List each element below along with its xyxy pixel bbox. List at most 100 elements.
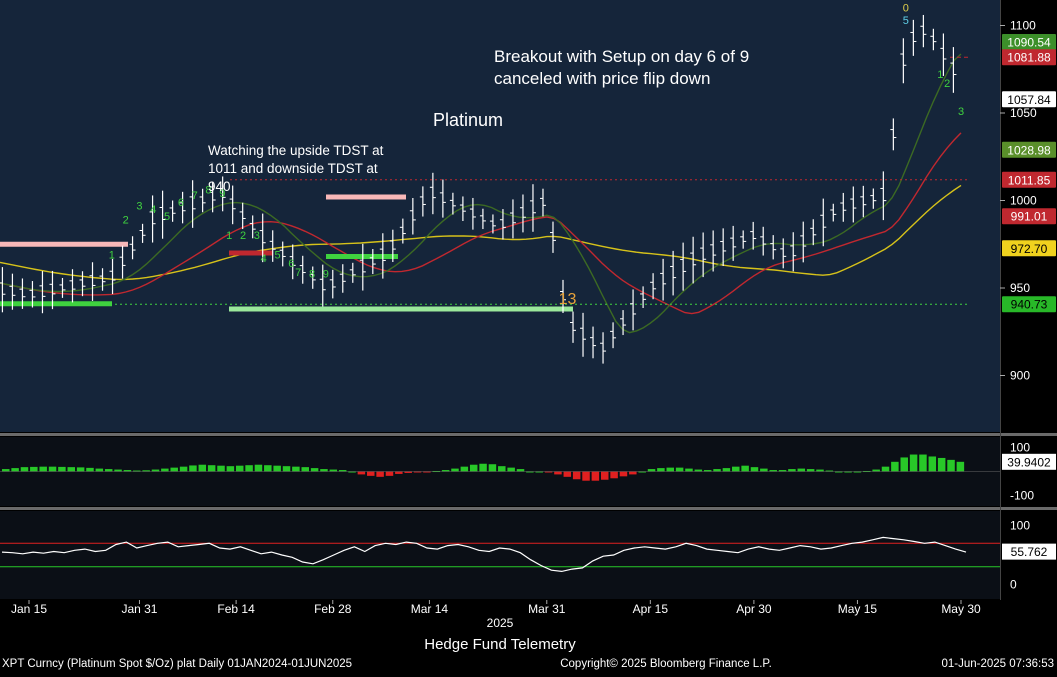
momentum-bar bbox=[58, 466, 66, 472]
rsi-line bbox=[1, 536, 967, 573]
momentum-bar bbox=[329, 469, 338, 472]
momentum-bar bbox=[441, 470, 450, 472]
td-count-label: 5 bbox=[164, 211, 170, 223]
momentum-bar bbox=[825, 470, 834, 472]
chart-title: Platinum bbox=[433, 110, 503, 130]
momentum-bar bbox=[853, 471, 862, 473]
td-count-label: 2 bbox=[123, 214, 129, 226]
last-value-badge bbox=[1002, 141, 1056, 158]
momentum-bar bbox=[685, 468, 693, 472]
tdst-note-line1: Watching the upside TDST at bbox=[208, 143, 384, 158]
momentum-bar bbox=[713, 469, 721, 472]
momentum-bar bbox=[563, 471, 572, 477]
ma-short-line bbox=[0, 53, 962, 334]
price-tick-label: 900 bbox=[1010, 369, 1030, 383]
momentum-bar bbox=[956, 461, 965, 472]
momentum-bar bbox=[554, 471, 562, 475]
td-count-label: 9 bbox=[323, 269, 329, 281]
momentum-bar bbox=[657, 468, 665, 472]
momentum-bar bbox=[264, 465, 272, 472]
last-value-badge bbox=[1002, 208, 1056, 225]
momentum-bar bbox=[732, 466, 740, 472]
momentum-bar bbox=[816, 469, 824, 472]
momentum-bar bbox=[207, 465, 216, 472]
momentum-bar bbox=[133, 470, 141, 472]
momentum-bar bbox=[750, 467, 759, 472]
td-count-label: 5 bbox=[274, 249, 280, 261]
td-count-label: 4 bbox=[261, 253, 267, 265]
momentum-bar bbox=[161, 468, 169, 472]
ma-long-line bbox=[0, 184, 962, 281]
momentum-bar bbox=[86, 467, 94, 472]
last-value-text: 1081.88 bbox=[1007, 51, 1051, 65]
momentum-bar bbox=[610, 471, 618, 479]
price-tick-label: 1000 bbox=[1010, 194, 1037, 208]
momentum-bar bbox=[891, 461, 899, 472]
momentum-bar bbox=[619, 471, 628, 477]
tdst-note-line3: 940 bbox=[208, 179, 231, 194]
osc-value-badge bbox=[1002, 453, 1056, 470]
footer-copyright: Copyright© 2025 Bloomberg Finance L.P. bbox=[560, 658, 772, 670]
breakout-note-line1: Breakout with Setup on day 6 of 9 bbox=[494, 47, 749, 66]
momentum-bar bbox=[600, 471, 609, 480]
date-tick-label: Mar 14 bbox=[411, 602, 449, 616]
last-value-badge bbox=[1002, 296, 1056, 313]
momentum-bar bbox=[760, 468, 768, 472]
date-tick-label: Apr 30 bbox=[736, 602, 772, 616]
date-tick-label: Apr 15 bbox=[633, 602, 669, 616]
momentum-bar bbox=[703, 470, 712, 472]
date-tick-label: Jan 15 bbox=[11, 602, 47, 616]
momentum-bar bbox=[245, 465, 253, 472]
momentum-bar bbox=[591, 471, 600, 481]
td-count-label: 7 bbox=[295, 267, 301, 279]
td-count-label: 9 bbox=[219, 188, 225, 200]
momentum-bar bbox=[114, 469, 122, 472]
momentum-bar bbox=[348, 471, 356, 473]
price-tick-label: 1100 bbox=[1010, 19, 1036, 33]
tdst-levels bbox=[0, 56, 968, 312]
momentum-bar bbox=[629, 471, 637, 475]
td-count-label: 4 bbox=[150, 204, 156, 216]
td-count-label: 6 bbox=[288, 258, 294, 270]
last-value-badge bbox=[1002, 171, 1056, 188]
momentum-bar bbox=[170, 467, 178, 472]
momentum-bar bbox=[834, 471, 843, 473]
osc-value-text: 39.9402 bbox=[1007, 455, 1051, 469]
momentum-bar bbox=[881, 466, 890, 472]
momentum-bar bbox=[217, 465, 225, 472]
momentum-bar bbox=[666, 467, 675, 472]
momentum-bar bbox=[919, 454, 927, 472]
momentum-bar bbox=[806, 469, 815, 472]
momentum-bar bbox=[123, 470, 132, 472]
footer-timestamp: 01-Jun-2025 07:36:53 bbox=[941, 658, 1054, 670]
momentum-bar bbox=[301, 467, 309, 472]
td-count-label: 1 bbox=[109, 249, 115, 261]
momentum-bar bbox=[395, 471, 403, 474]
momentum-bar bbox=[20, 467, 29, 472]
momentum-bar bbox=[778, 470, 787, 472]
td-count-label: 13 bbox=[559, 291, 577, 308]
momentum-bar bbox=[788, 469, 796, 472]
momentum-bar bbox=[535, 471, 543, 473]
date-tick-label: Feb 14 bbox=[217, 602, 255, 616]
td-count-label: 3 bbox=[958, 106, 964, 118]
momentum-bar bbox=[769, 470, 777, 472]
price-tick-label: 1050 bbox=[1010, 106, 1037, 120]
momentum-bar bbox=[479, 463, 487, 472]
momentum-bar bbox=[338, 470, 347, 472]
date-tick-label: May 15 bbox=[838, 602, 878, 616]
td-count-label: 3 bbox=[136, 200, 142, 212]
momentum-bar bbox=[900, 457, 908, 472]
momentum-bar bbox=[572, 471, 581, 480]
momentum-bar bbox=[357, 471, 366, 475]
rsi-tick-label: 100 bbox=[1010, 519, 1030, 533]
momentum-bar bbox=[694, 469, 703, 472]
momentum-bar bbox=[76, 467, 85, 472]
momentum-bar bbox=[582, 471, 590, 481]
price-bars bbox=[0, 14, 957, 364]
momentum-bar bbox=[282, 466, 291, 472]
last-value-text: 1090.54 bbox=[1007, 36, 1051, 50]
momentum-bar bbox=[404, 471, 412, 473]
